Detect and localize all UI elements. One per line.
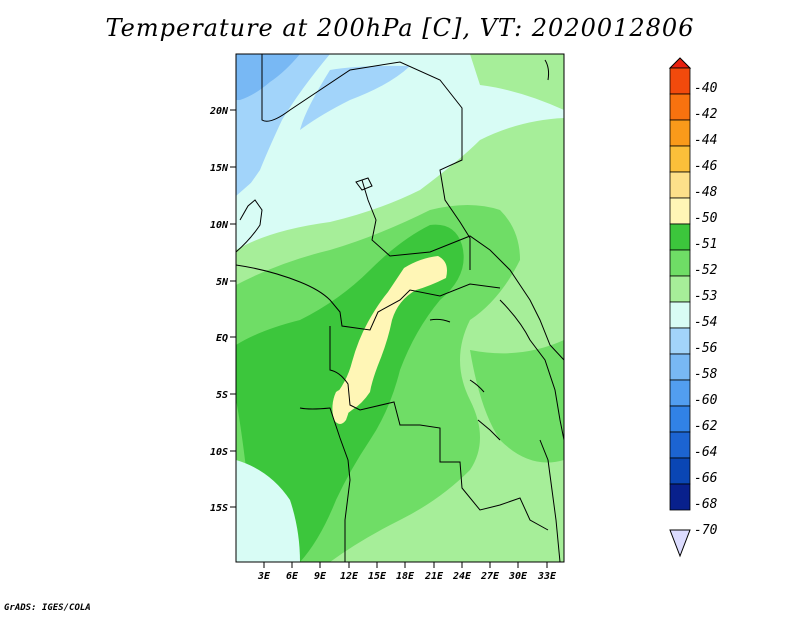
lon-tick-label: 21E bbox=[424, 571, 444, 582]
colorbar-swatch bbox=[669, 379, 691, 407]
colorbar-label: -50 bbox=[694, 211, 718, 226]
colorbar-label: -54 bbox=[694, 315, 717, 330]
lon-tick-label: 12E bbox=[340, 571, 359, 582]
longitude-axis: 3E 6E 9E 12E 15E 18E 21E 24E 27E 30E 33E bbox=[257, 562, 557, 582]
colorbar-label: -66 bbox=[694, 471, 718, 486]
colorbar-label: -52 bbox=[694, 263, 718, 278]
colorbar-swatch bbox=[669, 483, 691, 511]
country-borders bbox=[236, 54, 564, 562]
colorbar-swatch bbox=[669, 67, 691, 95]
lon-tick-label: 9E bbox=[314, 571, 327, 582]
lon-tick-label: 30E bbox=[508, 571, 528, 582]
colorbar-bottom-arrow bbox=[669, 529, 691, 558]
colorbar-label: -46 bbox=[694, 159, 718, 174]
lon-tick-label: 27E bbox=[480, 571, 500, 582]
colorbar-label: -42 bbox=[694, 107, 718, 122]
colorbar-swatch bbox=[669, 353, 691, 381]
colorbar-swatch bbox=[669, 223, 691, 251]
lat-tick-label: 10S bbox=[210, 447, 228, 458]
colorbar-label: -51 bbox=[694, 237, 717, 252]
colorbar-label: -40 bbox=[694, 81, 718, 96]
temperature-field bbox=[236, 54, 564, 562]
colorbar: -40 -42 -44 -46 -48 -50 -51 -52 -53 -54 … bbox=[668, 57, 718, 558]
colorbar-swatch bbox=[669, 171, 691, 199]
colorbar-label: -56 bbox=[694, 341, 718, 356]
lat-tick-label: 5N bbox=[216, 277, 229, 288]
colorbar-label: -58 bbox=[694, 367, 718, 382]
colorbar-swatch bbox=[669, 275, 691, 303]
colorbar-swatch bbox=[669, 249, 691, 277]
colorbar-label: -60 bbox=[694, 393, 718, 408]
colorbar-swatch bbox=[669, 457, 691, 485]
lat-tick-label: 10N bbox=[210, 220, 229, 231]
lat-tick-label: 15N bbox=[210, 163, 229, 174]
colorbar-swatch bbox=[669, 197, 691, 225]
colorbar-label: -62 bbox=[694, 419, 718, 434]
colorbar-label: -64 bbox=[694, 445, 717, 460]
colorbar-swatch bbox=[669, 119, 691, 147]
map-title: Temperature at 200hPa [C], VT: 202001280… bbox=[105, 14, 695, 42]
lat-tick-label: 5S bbox=[216, 390, 228, 401]
colorbar-swatch bbox=[669, 145, 691, 173]
colorbar-label: -53 bbox=[694, 289, 717, 304]
lon-tick-label: 15E bbox=[368, 571, 387, 582]
lon-tick-label: 6E bbox=[286, 571, 299, 582]
lat-tick-label: 20N bbox=[209, 106, 229, 117]
colorbar-swatch bbox=[669, 327, 691, 355]
lon-tick-label: 33E bbox=[537, 571, 557, 582]
lat-tick-label: 15S bbox=[210, 503, 228, 514]
colorbar-swatch bbox=[669, 301, 691, 329]
lat-tick-label: EQ bbox=[216, 333, 228, 344]
latitude-axis: 20N 15N 10N 5N EQ 5S 10S 15S bbox=[209, 106, 236, 514]
colorbar-swatch bbox=[669, 405, 691, 433]
colorbar-swatch bbox=[669, 93, 691, 121]
lon-tick-label: 18E bbox=[396, 571, 415, 582]
colorbar-label: -44 bbox=[694, 133, 717, 148]
colorbar-label: -68 bbox=[694, 497, 718, 512]
lon-tick-label: 3E bbox=[257, 571, 271, 582]
lon-tick-label: 24E bbox=[452, 571, 472, 582]
colorbar-label: -48 bbox=[694, 185, 718, 200]
map-frame bbox=[235, 53, 565, 563]
colorbar-top-arrow bbox=[668, 57, 692, 69]
credit-text: GrADS: IGES/COLA bbox=[4, 603, 91, 613]
colorbar-label: -70 bbox=[694, 523, 718, 538]
colorbar-swatch bbox=[669, 431, 691, 459]
